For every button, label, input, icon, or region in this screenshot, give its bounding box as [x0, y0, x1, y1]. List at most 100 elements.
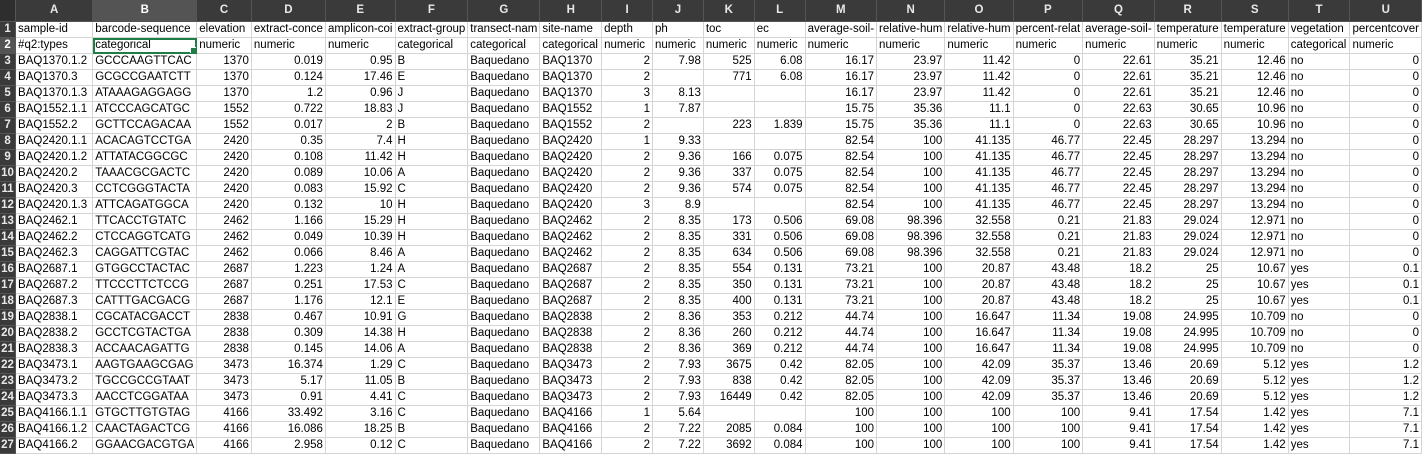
select-all-corner[interactable] [0, 0, 17, 22]
cell-q25[interactable]: 9.41 [1082, 405, 1155, 422]
cell-e6[interactable]: 18.83 [325, 101, 396, 118]
cell-h11[interactable]: BAQ2420 [539, 181, 603, 198]
cell-h23[interactable]: BAQ3473 [539, 373, 603, 390]
column-header-n[interactable]: N [876, 0, 946, 22]
cell-p3[interactable]: 0 [1013, 53, 1084, 70]
cell-a16[interactable]: BAQ2687.1 [15, 261, 94, 278]
cell-n25[interactable]: 100 [876, 405, 946, 422]
cell-n14[interactable]: 98.396 [876, 229, 946, 246]
cell-a12[interactable]: BAQ2420.1.3 [15, 197, 94, 214]
cell-k24[interactable]: 16449 [703, 389, 755, 406]
cell-l9[interactable]: 0.075 [754, 149, 806, 166]
column-header-c[interactable]: C [196, 0, 252, 22]
column-header-k[interactable]: K [703, 0, 755, 22]
cell-o17[interactable]: 20.87 [944, 277, 1014, 294]
cell-j14[interactable]: 8.35 [652, 229, 704, 246]
cell-t1[interactable]: vegetation [1288, 21, 1351, 38]
cell-u12[interactable]: 0 [1349, 197, 1422, 214]
cell-l19[interactable]: 0.212 [754, 309, 806, 326]
cell-o14[interactable]: 32.558 [944, 229, 1014, 246]
cell-h10[interactable]: BAQ2420 [539, 165, 603, 182]
cell-t24[interactable]: yes [1288, 389, 1351, 406]
cell-o9[interactable]: 41.135 [944, 149, 1014, 166]
cell-r15[interactable]: 29.024 [1154, 245, 1222, 262]
cell-k7[interactable]: 223 [703, 117, 755, 134]
cell-m17[interactable]: 73.21 [805, 277, 878, 294]
cell-m14[interactable]: 69.08 [805, 229, 878, 246]
row-header[interactable]: 18 [0, 293, 17, 310]
cell-a25[interactable]: BAQ4166.1.1 [15, 405, 94, 422]
column-header-r[interactable]: R [1154, 0, 1222, 22]
cell-o8[interactable]: 41.135 [944, 133, 1014, 150]
cell-u10[interactable]: 0 [1349, 165, 1422, 182]
cell-c12[interactable]: 2420 [196, 197, 252, 214]
row-header[interactable]: 25 [0, 405, 17, 422]
cell-n5[interactable]: 23.97 [876, 85, 946, 102]
cell-i9[interactable]: 2 [601, 149, 653, 166]
cell-n1[interactable]: relative-hum [876, 21, 946, 38]
cell-l16[interactable]: 0.131 [754, 261, 806, 278]
cell-s6[interactable]: 10.96 [1221, 101, 1289, 118]
cell-o4[interactable]: 11.42 [944, 69, 1014, 86]
cell-f21[interactable]: A [395, 341, 469, 358]
cell-u15[interactable]: 0 [1349, 245, 1422, 262]
cell-c19[interactable]: 2838 [196, 309, 252, 326]
cell-c11[interactable]: 2420 [196, 181, 252, 198]
cell-b22[interactable]: AAGTGAAGCGAG [92, 357, 198, 374]
cell-h15[interactable]: BAQ2462 [539, 245, 603, 262]
cell-m3[interactable]: 16.17 [805, 53, 878, 70]
cell-g25[interactable]: Baquedano [467, 405, 541, 422]
cell-p17[interactable]: 43.48 [1013, 277, 1084, 294]
cell-o11[interactable]: 41.135 [944, 181, 1014, 198]
cell-g3[interactable]: Baquedano [467, 53, 541, 70]
cell-f24[interactable]: C [395, 389, 469, 406]
row-header[interactable]: 7 [0, 117, 17, 134]
cell-j18[interactable]: 8.35 [652, 293, 704, 310]
cell-n4[interactable]: 23.97 [876, 69, 946, 86]
cell-l2[interactable]: numeric [754, 37, 806, 54]
cell-g13[interactable]: Baquedano [467, 213, 541, 230]
cell-r13[interactable]: 29.024 [1154, 213, 1222, 230]
cell-c25[interactable]: 4166 [196, 405, 252, 422]
row-header[interactable]: 13 [0, 213, 17, 230]
cell-j6[interactable]: 7.87 [652, 101, 704, 118]
cell-a11[interactable]: BAQ2420.3 [15, 181, 94, 198]
cell-d17[interactable]: 0.251 [251, 277, 326, 294]
cell-a26[interactable]: BAQ4166.1.2 [15, 421, 94, 438]
cell-e19[interactable]: 10.91 [325, 309, 396, 326]
cell-r1[interactable]: temperature [1154, 21, 1222, 38]
cell-s4[interactable]: 12.46 [1221, 69, 1289, 86]
cell-u25[interactable]: 7.1 [1349, 405, 1422, 422]
cell-m25[interactable]: 100 [805, 405, 878, 422]
cell-g5[interactable]: Baquedano [467, 85, 541, 102]
cell-k19[interactable]: 353 [703, 309, 755, 326]
cell-a13[interactable]: BAQ2462.1 [15, 213, 94, 230]
cell-n22[interactable]: 100 [876, 357, 946, 374]
cell-k25[interactable] [703, 405, 755, 422]
cell-e1[interactable]: amplicon-coi [325, 21, 396, 38]
cell-n3[interactable]: 23.97 [876, 53, 946, 70]
cell-q5[interactable]: 22.61 [1082, 85, 1155, 102]
cell-p20[interactable]: 11.34 [1013, 325, 1084, 342]
cell-j1[interactable]: ph [652, 21, 704, 38]
cell-n7[interactable]: 35.36 [876, 117, 946, 134]
cell-a17[interactable]: BAQ2687.2 [15, 277, 94, 294]
cell-a19[interactable]: BAQ2838.1 [15, 309, 94, 326]
cell-m2[interactable]: numeric [805, 37, 878, 54]
cell-i14[interactable]: 2 [601, 229, 653, 246]
row-header[interactable]: 23 [0, 373, 17, 390]
cell-j17[interactable]: 8.35 [652, 277, 704, 294]
column-header-p[interactable]: P [1013, 0, 1084, 22]
cell-o25[interactable]: 100 [944, 405, 1014, 422]
cell-h26[interactable]: BAQ4166 [539, 421, 603, 438]
cell-j27[interactable]: 7.22 [652, 437, 704, 454]
cell-c2[interactable]: numeric [196, 37, 252, 54]
column-header-j[interactable]: J [652, 0, 704, 22]
cell-k21[interactable]: 369 [703, 341, 755, 358]
cell-b6[interactable]: ATCCCAGCATGC [92, 101, 198, 118]
cell-e15[interactable]: 8.46 [325, 245, 396, 262]
row-header[interactable]: 9 [0, 149, 17, 166]
cell-t9[interactable]: no [1288, 149, 1351, 166]
cell-b11[interactable]: CCTCGGGTACTA [92, 181, 198, 198]
cell-h4[interactable]: BAQ1370 [539, 69, 603, 86]
